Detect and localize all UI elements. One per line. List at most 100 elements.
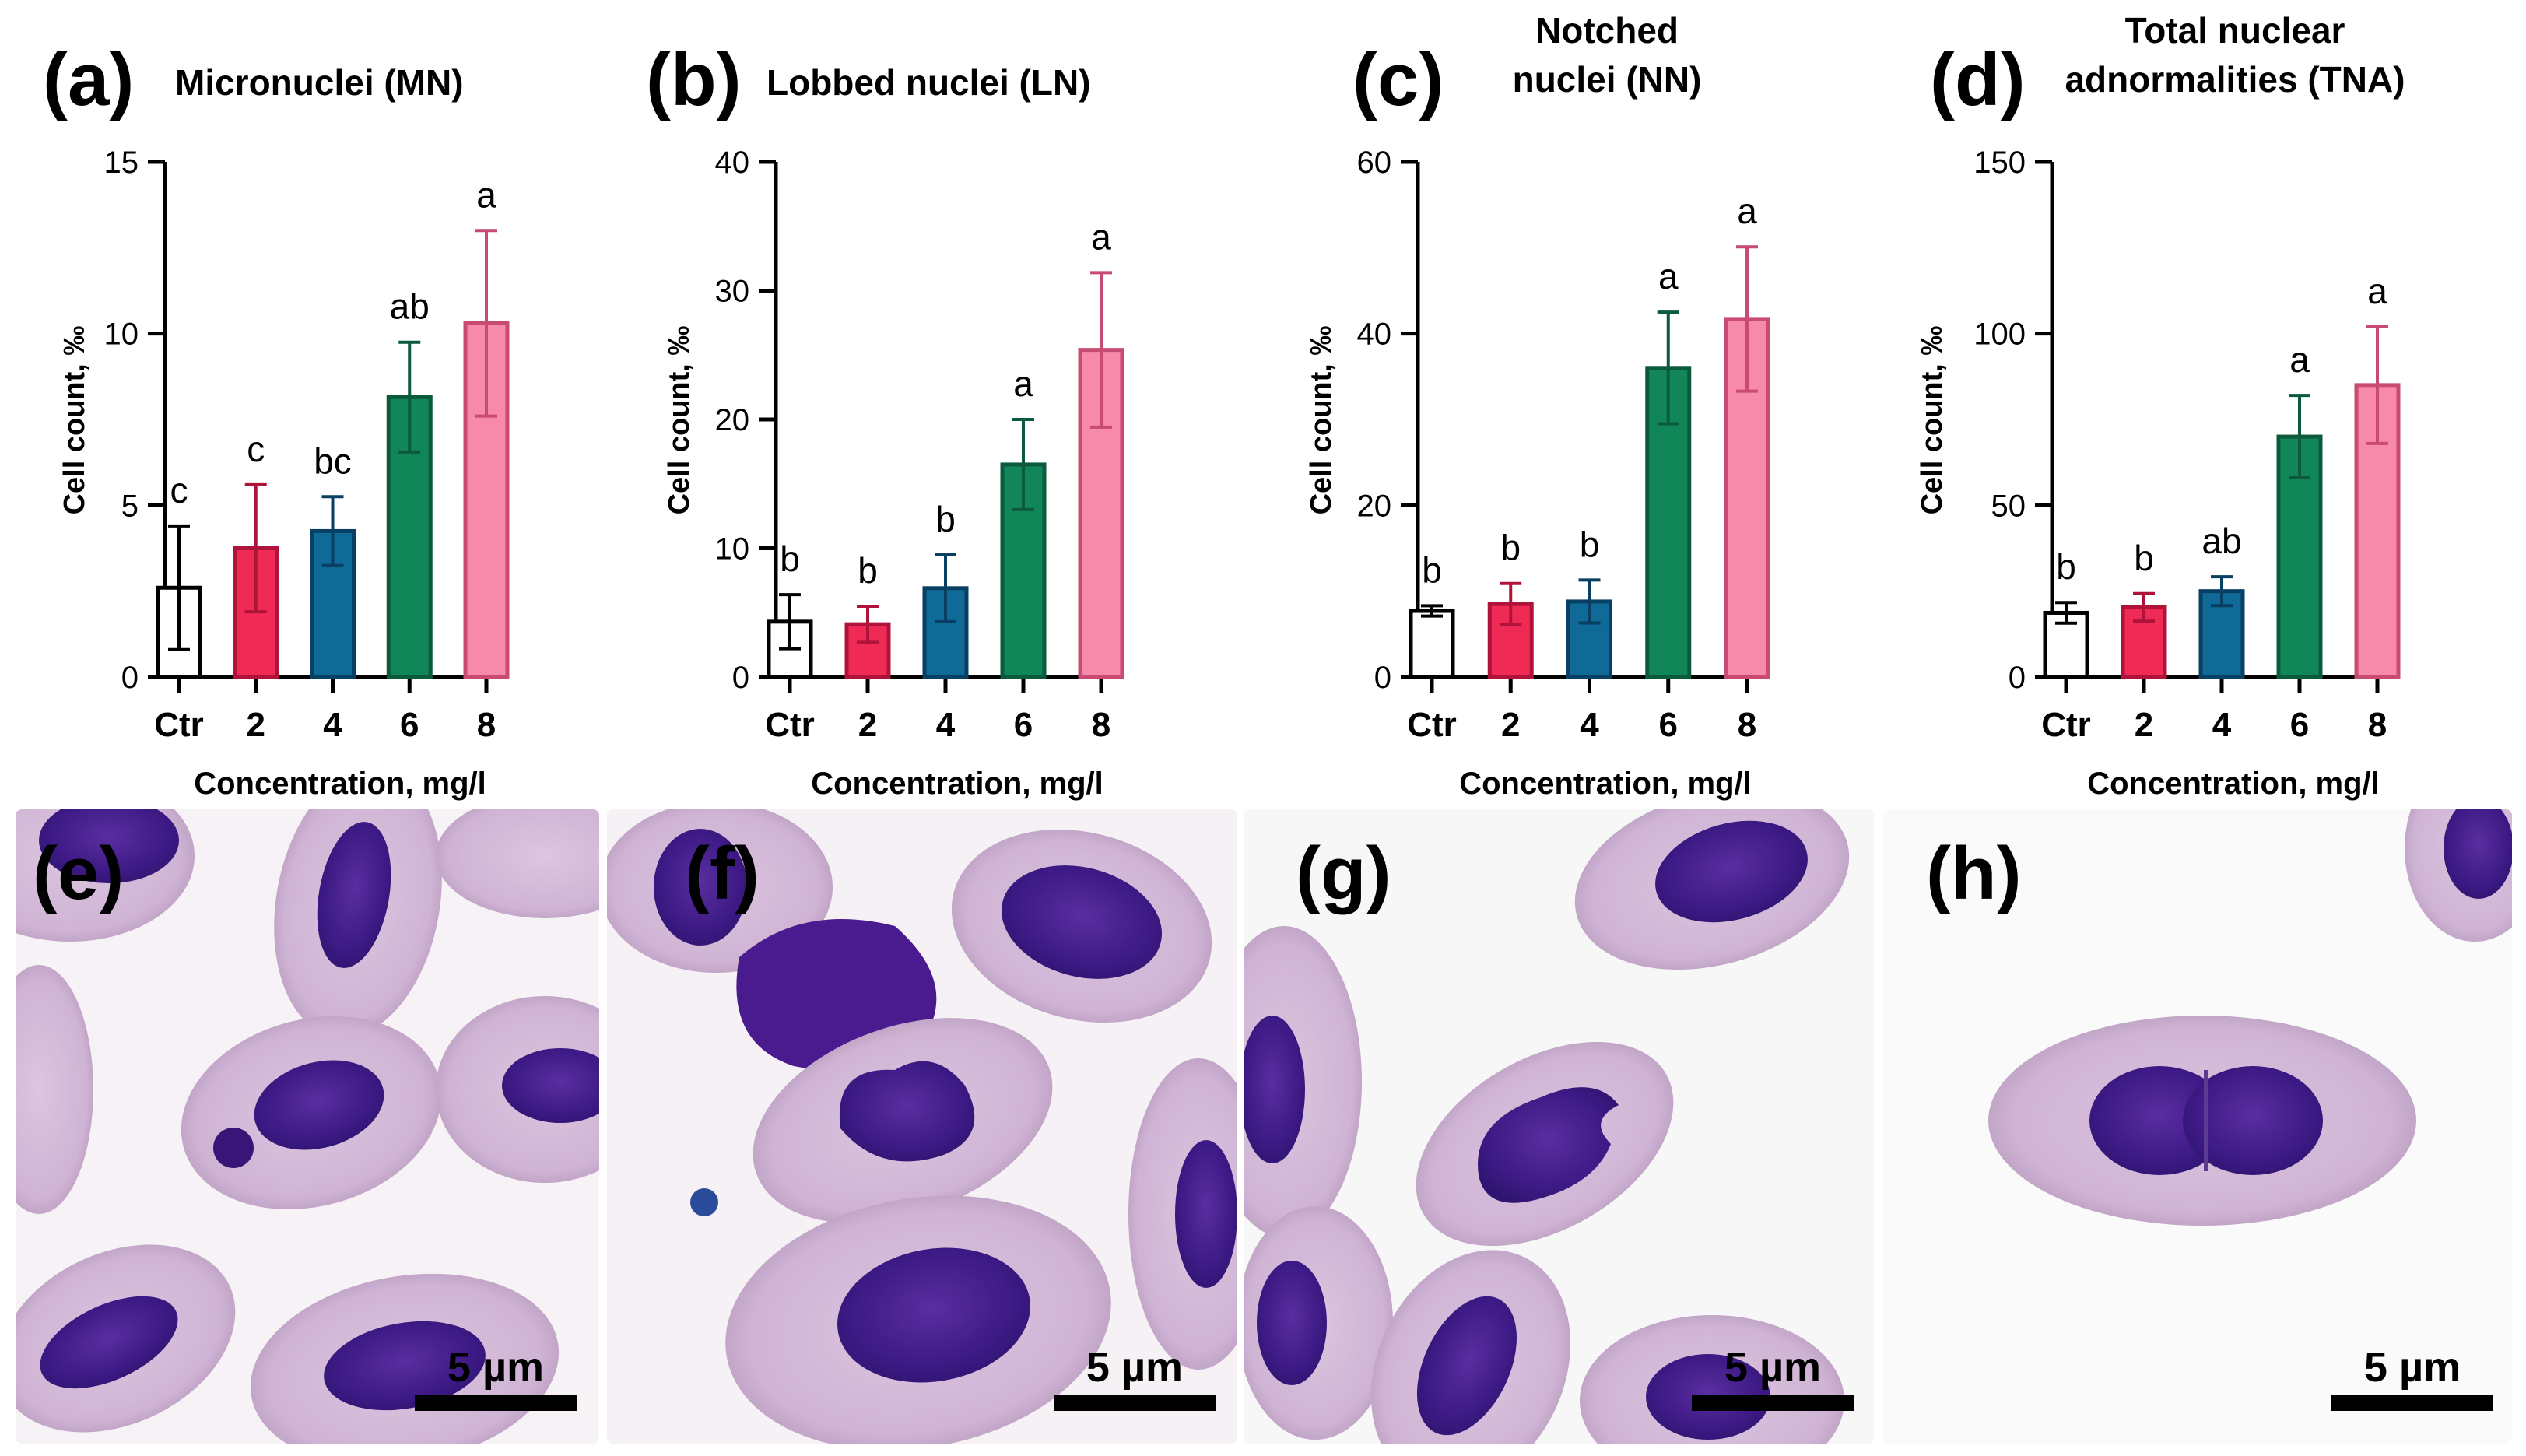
y-tick-label: 10 bbox=[715, 532, 750, 567]
y-tick-label: 20 bbox=[1357, 489, 1392, 523]
chart-panel-a: (a) Micronuclei (MN) 0 5 10 15 c Ctr c 2 bc 4 ab 6 a… bbox=[43, 38, 510, 801]
erythrocyte bbox=[436, 809, 599, 918]
y-tick-label: 0 bbox=[121, 661, 139, 695]
chart-panel-d: (d) Total nuclear adnormalities (TNA) 0 5… bbox=[1916, 10, 2405, 801]
scale-bar-label-h: 5 µm bbox=[2364, 1344, 2461, 1391]
erythrocyte-nucleus bbox=[1244, 1016, 1305, 1163]
erythrocyte-nucleus bbox=[1416, 1296, 1517, 1436]
chart-title-d-line1: Total nuclear bbox=[2125, 10, 2345, 51]
chart-title-c-line1: Notched bbox=[1535, 10, 1679, 51]
y-tick-label: 60 bbox=[1357, 146, 1392, 180]
significance-letter: b bbox=[1580, 524, 1600, 564]
x-tick-label: 6 bbox=[1659, 706, 1678, 744]
y-axis-label-c: Cell count, ‰ bbox=[1305, 326, 1338, 515]
plot-c: 0 20 40 60 b Ctr b 2 b 4 a 6 a 8 bbox=[1357, 146, 1770, 744]
x-tick-label: 8 bbox=[2368, 706, 2387, 744]
x-axis-label-b: Concentration, mg/l bbox=[811, 767, 1103, 801]
significance-letter: a bbox=[1658, 256, 1679, 296]
panel-label-h: (h) bbox=[1926, 832, 2022, 915]
y-axis-label-b: Cell count, ‰ bbox=[663, 326, 696, 515]
panel-label-b: (b) bbox=[646, 38, 742, 121]
significance-letter: c bbox=[170, 470, 188, 510]
x-tick-label: 8 bbox=[477, 706, 496, 744]
erythrocyte-nucleus bbox=[324, 1321, 486, 1411]
x-tick-label: 6 bbox=[400, 706, 419, 744]
y-tick-label: 20 bbox=[715, 403, 750, 437]
scale-bar-h bbox=[2331, 1395, 2493, 1411]
significance-letter: c bbox=[247, 429, 265, 469]
micrograph-f: (f) 5 µm bbox=[607, 809, 1237, 1444]
chart-title-c-line2: nuclei (NN) bbox=[1513, 59, 1702, 100]
x-tick-label: Ctr bbox=[2041, 706, 2091, 744]
significance-letter: a bbox=[1013, 363, 1033, 404]
micrograph-e: (e) 5 µm bbox=[16, 809, 599, 1444]
x-tick-label: 2 bbox=[1501, 706, 1520, 744]
notched-nucleus bbox=[1478, 1087, 1619, 1203]
y-tick-label: 30 bbox=[715, 275, 750, 309]
chart-title-a: Micronuclei (MN) bbox=[175, 62, 464, 103]
panel-label-d: (d) bbox=[1930, 38, 2026, 121]
significance-letter: ab bbox=[2201, 521, 2241, 561]
scale-bar-g bbox=[1692, 1395, 1854, 1411]
erythrocyte-nucleus bbox=[317, 822, 391, 968]
micrograph-f-cells bbox=[607, 809, 1237, 1444]
erythrocyte-nucleus bbox=[39, 809, 179, 883]
scale-bar-f bbox=[1054, 1395, 1216, 1411]
y-tick-label: 0 bbox=[2009, 661, 2026, 695]
erythrocyte-nucleus bbox=[837, 1247, 1030, 1383]
micronucleus bbox=[213, 1128, 254, 1168]
x-tick-label: Ctr bbox=[765, 706, 815, 744]
plot-b: 0 10 20 30 40 b Ctr b 2 b 4 a 6 a 8 bbox=[715, 146, 1124, 744]
panel-label-a: (a) bbox=[43, 38, 134, 121]
significance-letter: a bbox=[2367, 271, 2387, 311]
erythrocyte-nucleus bbox=[254, 1060, 384, 1150]
erythrocyte-nucleus bbox=[40, 1296, 178, 1389]
significance-letter: b bbox=[1422, 549, 1442, 590]
significance-letter: ab bbox=[390, 286, 430, 327]
y-tick-label: 0 bbox=[1374, 661, 1391, 695]
x-tick-label: 8 bbox=[1738, 706, 1756, 744]
bar bbox=[463, 321, 510, 679]
scale-bar-label-g: 5 µm bbox=[1724, 1344, 1821, 1391]
scale-bar-label-f: 5 µm bbox=[1086, 1344, 1183, 1391]
x-tick-label: 2 bbox=[858, 706, 877, 744]
chart-title-d-line2: adnormalities (TNA) bbox=[2065, 59, 2405, 100]
erythrocyte-nucleus bbox=[1175, 1140, 1237, 1288]
scale-bar-e bbox=[415, 1395, 577, 1411]
x-tick-label: 4 bbox=[2212, 706, 2232, 744]
significance-letter: b bbox=[1500, 528, 1521, 568]
x-tick-label: 4 bbox=[1580, 706, 1599, 744]
significance-letter: b bbox=[2134, 538, 2154, 578]
binucleus-right bbox=[2183, 1066, 2323, 1175]
x-tick-label: 2 bbox=[2135, 706, 2153, 744]
y-tick-label: 5 bbox=[121, 489, 139, 523]
micrograph-h: (h) 5 µm bbox=[1883, 809, 2512, 1444]
x-tick-label: 2 bbox=[247, 706, 265, 744]
erythrocyte-nucleus bbox=[1001, 865, 1163, 979]
chart-panel-c: (c) Notched nuclei (NN) 0 20 40 60 b Ctr b 2 b 4 a… bbox=[1305, 10, 1770, 801]
y-axis-label-d: Cell count, ‰ bbox=[1916, 326, 1949, 515]
significance-letter: a bbox=[476, 174, 496, 215]
significance-letter: b bbox=[2056, 546, 2076, 587]
erythrocyte bbox=[16, 965, 93, 1214]
significance-letter: b bbox=[858, 550, 878, 591]
y-tick-label: 15 bbox=[104, 146, 139, 180]
erythrocyte-nucleus bbox=[1257, 1261, 1327, 1385]
x-axis-label-a: Concentration, mg/l bbox=[194, 767, 486, 801]
debris bbox=[690, 1188, 718, 1216]
lobbed-nucleus bbox=[839, 1061, 975, 1162]
x-tick-label: 4 bbox=[936, 706, 956, 744]
erythrocyte-nucleus bbox=[502, 1048, 599, 1123]
y-tick-label: 150 bbox=[1973, 146, 2026, 180]
micrograph-g: (g) 5 µm bbox=[1244, 809, 1874, 1444]
x-tick-label: 6 bbox=[2290, 706, 2309, 744]
bar bbox=[1409, 609, 1455, 679]
panel-label-e: (e) bbox=[33, 832, 124, 915]
x-tick-label: 4 bbox=[323, 706, 342, 744]
x-axis-label-d: Concentration, mg/l bbox=[2087, 767, 2380, 801]
x-tick-label: 6 bbox=[1014, 706, 1033, 744]
y-tick-label: 0 bbox=[732, 661, 749, 695]
plot-d: 0 50 100 150 b Ctr b 2 ab 4 a 6 a 8 bbox=[1973, 146, 2401, 744]
significance-letter: a bbox=[2289, 339, 2310, 380]
